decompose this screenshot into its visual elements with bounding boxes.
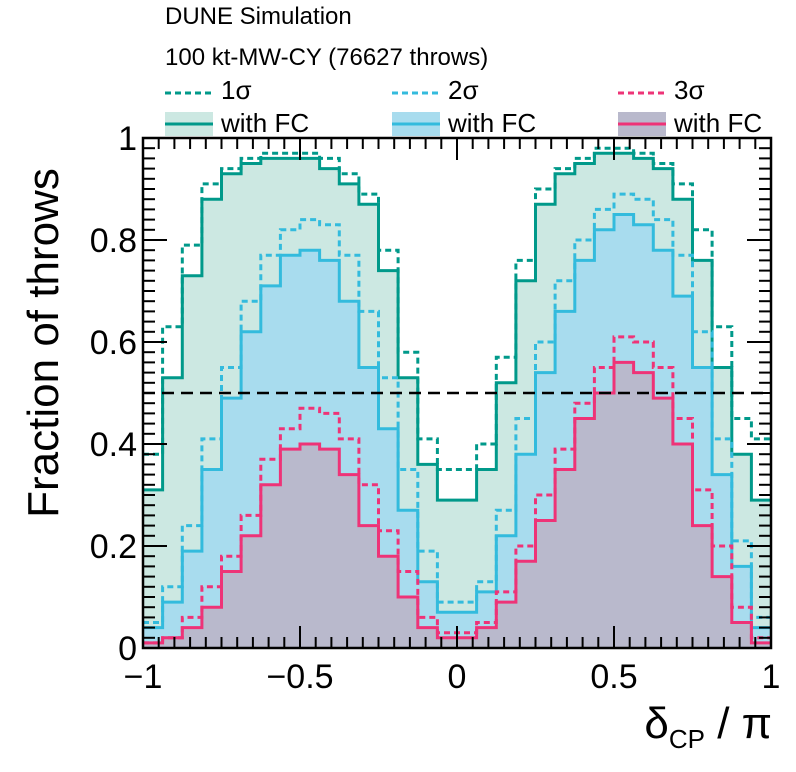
legend-label: 3σ (674, 75, 705, 105)
legend-label: with FC (447, 108, 536, 138)
series-1-line (143, 151, 771, 502)
series-3-line (143, 213, 771, 630)
header-title: DUNE Simulation (165, 3, 352, 30)
fill-5-area (143, 362, 771, 648)
x-tick-labels: −1 −0.5 0 0.5 1 (124, 658, 781, 696)
header-exposure: 100 kt-MW-CY (76627 throws) (165, 44, 488, 71)
x-tick-label: 0 (448, 658, 467, 696)
y-tick-label: 0.4 (90, 426, 137, 464)
x-tick-label: −1 (124, 658, 163, 696)
x-tick-label: 0.5 (590, 658, 637, 696)
filled-histograms (143, 153, 771, 649)
x-tick-label: −0.5 (266, 658, 333, 696)
legend-label: 2σ (448, 75, 479, 105)
y-tick-label: 0.2 (90, 528, 137, 566)
legend-label: 1σ (221, 75, 252, 105)
series-0-line (143, 146, 771, 471)
y-tick-label: 0 (118, 630, 137, 668)
x-axis-label: δCP / π (644, 699, 772, 754)
y-tick-label: 1 (118, 120, 137, 158)
y-tick-labels: 0 0.2 0.4 0.6 0.8 1 (90, 120, 137, 668)
series-2-line (143, 192, 771, 624)
legend-label: with FC (220, 108, 309, 138)
x-tick-label: 1 (762, 658, 781, 696)
y-axis-label: Fraction of throws (19, 168, 68, 518)
histogram-outlines (143, 146, 771, 645)
axis-ticks (142, 137, 772, 649)
y-tick-label: 0.6 (90, 324, 137, 362)
legend-label: with FC (673, 108, 762, 138)
y-tick-label: 0.8 (90, 222, 137, 260)
